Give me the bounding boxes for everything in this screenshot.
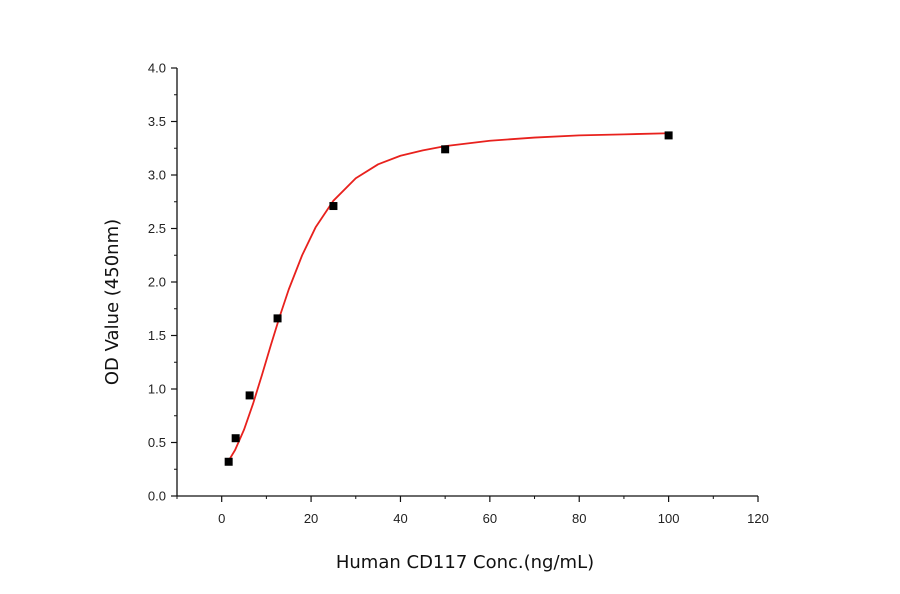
fit-curve-layer bbox=[227, 132, 669, 462]
y-tick-label: 3.5 bbox=[148, 114, 166, 129]
data-point bbox=[664, 131, 673, 140]
y-tick-label: 1.5 bbox=[148, 328, 166, 343]
y-tick-label: 0.5 bbox=[148, 435, 166, 450]
data-point bbox=[273, 314, 282, 323]
y-tick-label: 2.0 bbox=[148, 275, 166, 290]
fit-curve-line bbox=[227, 132, 669, 462]
y-tick-label: 2.5 bbox=[148, 221, 166, 236]
data-point bbox=[231, 434, 240, 443]
x-tick-label: 120 bbox=[747, 511, 769, 526]
data-point bbox=[329, 202, 338, 211]
chart-ticks: 0 20 40 60 80 100 120 0.0 0.5 1.0 1.5 2.0 2.5 3.0 3.5 4… bbox=[148, 61, 769, 527]
data-point bbox=[245, 391, 254, 400]
x-tick-label: 60 bbox=[483, 511, 497, 526]
data-points-layer bbox=[224, 131, 673, 466]
x-tick-label: 100 bbox=[658, 511, 680, 526]
y-tick-label: 3.0 bbox=[148, 168, 166, 183]
y-axis-title: OD Value (450nm) bbox=[102, 219, 123, 385]
x-axis-title: Human CD117 Conc.(ng/mL) bbox=[336, 552, 594, 573]
x-tick-label: 0 bbox=[218, 511, 225, 526]
data-point bbox=[441, 145, 450, 154]
x-tick-label: 40 bbox=[393, 511, 407, 526]
y-tick-label: 1.0 bbox=[148, 382, 166, 397]
y-tick-label: 4.0 bbox=[148, 61, 166, 76]
y-tick-label: 0.0 bbox=[148, 489, 166, 504]
data-point bbox=[224, 457, 233, 466]
x-tick-label: 20 bbox=[304, 511, 318, 526]
x-tick-label: 80 bbox=[572, 511, 586, 526]
